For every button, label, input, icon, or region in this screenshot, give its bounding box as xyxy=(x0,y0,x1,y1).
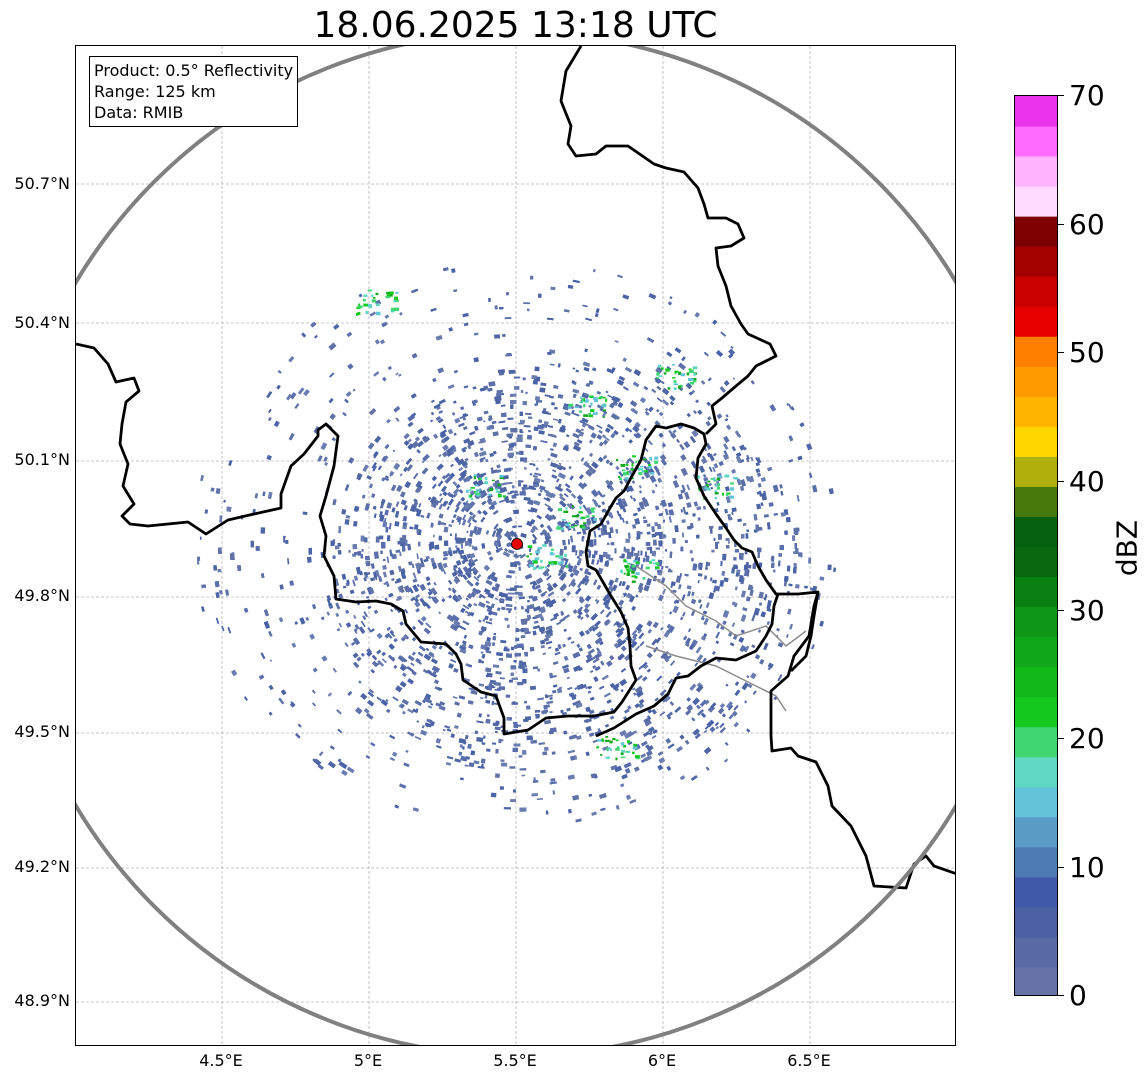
colorbar-swatch xyxy=(1015,756,1057,788)
lon-tick-label: 5.5°E xyxy=(493,1051,537,1070)
country-borders xyxy=(76,46,955,890)
colorbar-swatch xyxy=(1015,846,1057,878)
colorbar-swatch xyxy=(1015,456,1057,487)
lon-tick-label: 4.5°E xyxy=(199,1051,243,1070)
map-canvas xyxy=(76,46,955,1045)
radar-site-marker xyxy=(511,538,523,550)
colorbar-swatch xyxy=(1015,516,1057,547)
colorbar-swatch xyxy=(1015,726,1057,758)
colorbar-swatch xyxy=(1015,306,1057,337)
lat-tick-label: 49.2°N xyxy=(14,857,70,876)
colorbar-swatch xyxy=(1015,186,1057,217)
colorbar-swatch xyxy=(1015,546,1057,578)
colorbar-tick xyxy=(1058,352,1064,353)
colorbar-tick xyxy=(1058,867,1064,868)
map-title: 18.06.2025 13:18 UTC xyxy=(313,5,718,46)
colorbar-swatch xyxy=(1015,216,1057,247)
colorbar-swatch xyxy=(1015,426,1057,457)
colorbar-swatch xyxy=(1015,906,1057,938)
colorbar-swatch xyxy=(1015,366,1057,397)
colorbar-tick xyxy=(1058,610,1064,611)
colorbar-tick xyxy=(1058,95,1064,96)
colorbar-swatch xyxy=(1015,336,1057,367)
colorbar-tick xyxy=(1058,224,1064,225)
colorbar-swatch xyxy=(1015,276,1057,307)
colorbar-swatch xyxy=(1015,786,1057,818)
colorbar-swatches xyxy=(1015,96,1057,995)
colorbar-swatch xyxy=(1015,696,1057,728)
colorbar-tick-label: 50 xyxy=(1069,336,1105,369)
colorbar-tick-label: 0 xyxy=(1069,979,1087,1012)
info-range: Range: 125 km xyxy=(94,82,216,101)
colorbar-swatch xyxy=(1015,156,1057,187)
lat-tick-label: 50.4°N xyxy=(14,313,70,332)
colorbar-swatch xyxy=(1015,246,1057,277)
lat-tick-label: 50.7°N xyxy=(14,174,70,193)
info-product: Product: 0.5° Reflectivity xyxy=(94,61,294,80)
lat-tick-label: 49.5°N xyxy=(14,722,70,741)
colorbar xyxy=(1014,95,1058,996)
colorbar-swatch xyxy=(1015,936,1057,968)
colorbar-swatch xyxy=(1015,486,1057,517)
lat-tick-label: 48.9°N xyxy=(14,991,70,1010)
colorbar-swatch xyxy=(1015,876,1057,908)
colorbar-tick-label: 20 xyxy=(1069,722,1105,755)
colorbar-swatch xyxy=(1015,666,1057,698)
colorbar-swatch xyxy=(1015,636,1057,668)
colorbar-swatch xyxy=(1015,606,1057,638)
colorbar-swatch xyxy=(1015,126,1057,157)
colorbar-swatch xyxy=(1015,396,1057,427)
lat-tick-label: 49.8°N xyxy=(14,586,70,605)
radar-map xyxy=(75,45,956,1046)
reflectivity-echoes xyxy=(197,267,836,823)
graticule xyxy=(76,46,955,1045)
lon-tick-label: 5°E xyxy=(353,1051,383,1070)
colorbar-tick xyxy=(1058,738,1064,739)
colorbar-tick-label: 30 xyxy=(1069,594,1105,627)
lon-tick-label: 6.5°E xyxy=(787,1051,831,1070)
colorbar-swatch xyxy=(1015,816,1057,848)
colorbar-tick xyxy=(1058,995,1064,996)
border-gray-lines xyxy=(635,565,807,712)
colorbar-tick-label: 40 xyxy=(1069,465,1105,498)
lon-tick-label: 6°E xyxy=(647,1051,677,1070)
colorbar-swatch xyxy=(1015,96,1057,127)
product-info-box: Product: 0.5° Reflectivity Range: 125 km… xyxy=(89,56,299,127)
colorbar-tick-label: 60 xyxy=(1069,208,1105,241)
info-data: Data: RMIB xyxy=(94,103,184,122)
colorbar-swatch xyxy=(1015,576,1057,608)
colorbar-tick-label: 70 xyxy=(1069,79,1105,112)
colorbar-swatch xyxy=(1015,966,1057,995)
colorbar-tick xyxy=(1058,481,1064,482)
colorbar-title: dBZ xyxy=(1110,519,1144,577)
lat-tick-label: 50.1°N xyxy=(14,450,70,469)
colorbar-tick-label: 10 xyxy=(1069,851,1105,884)
